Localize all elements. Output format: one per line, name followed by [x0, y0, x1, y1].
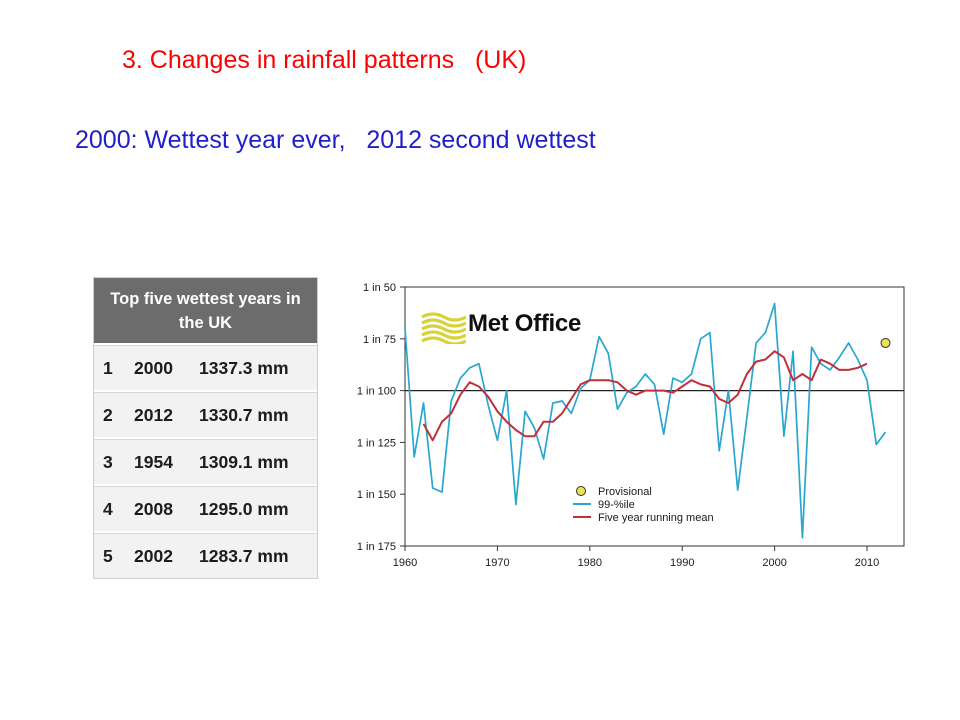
rainfall-chart: 1 in 50 1 in 75 1 in 100 1 in 125 1 in 150 1 … — [330, 270, 910, 590]
table-cell-value: 1295.0 mm — [199, 499, 289, 519]
table-row: 5 2002 1283.7 mm — [94, 533, 317, 578]
table-cell-rank: 2 — [103, 405, 113, 425]
table-row: 3 1954 1309.1 mm — [94, 439, 317, 484]
table-cell-value: 1330.7 mm — [199, 405, 289, 425]
table-cell-rank: 4 — [103, 499, 113, 519]
y-tick-label: 1 in 125 — [357, 437, 396, 449]
x-tick-label: 1960 — [393, 557, 417, 569]
logo-text: Met Office — [468, 310, 582, 337]
provisional-point — [880, 337, 891, 348]
y-tick-label: 1 in 75 — [363, 334, 396, 346]
x-tick-label: 1990 — [670, 557, 694, 569]
series-line-running-mean — [422, 350, 868, 442]
table-cell-rank: 5 — [103, 546, 113, 566]
x-tick-label: 1980 — [578, 557, 602, 569]
rainfall-chart-svg: 1 in 50 1 in 75 1 in 100 1 in 125 1 in 150 1 … — [357, 282, 905, 569]
y-tick-label: 1 in 150 — [357, 489, 396, 501]
table-cell-value: 1283.7 mm — [199, 546, 289, 566]
slide-subtitle: 2000: Wettest year ever, 2012 second wet… — [75, 126, 596, 154]
table-cell-year: 2008 — [134, 499, 173, 519]
met-office-logo: Met Office — [420, 310, 610, 344]
y-tick-label: 1 in 100 — [357, 386, 396, 398]
table-cell-year: 2000 — [134, 358, 173, 378]
table-cell-value: 1309.1 mm — [199, 452, 289, 472]
table-cell-rank: 3 — [103, 452, 113, 472]
x-tick-label: 1970 — [485, 557, 509, 569]
table-row: 1 2000 1337.3 mm — [94, 345, 317, 390]
legend-label: 99-%ile — [598, 499, 635, 511]
y-tick-label: 1 in 175 — [357, 541, 396, 553]
legend-label: Five year running mean — [598, 512, 714, 524]
slide-title: 3. Changes in rainfall patterns (UK) — [122, 46, 527, 74]
table-cell-year: 2002 — [134, 546, 173, 566]
y-tick-label: 1 in 50 — [363, 282, 396, 294]
plot-area — [404, 286, 905, 547]
met-office-waves-icon — [421, 312, 466, 344]
x-tick-label: 2010 — [855, 557, 879, 569]
table-cell-year: 1954 — [134, 452, 173, 472]
wettest-years-table: Top five wettest years in the UK 1 2000 … — [93, 277, 318, 579]
series-line-percentile — [404, 302, 887, 539]
legend-label: Provisional — [598, 486, 652, 498]
table-cell-year: 2012 — [134, 405, 173, 425]
x-tick-label: 2000 — [762, 557, 786, 569]
table-row: 4 2008 1295.0 mm — [94, 486, 317, 531]
table-header: Top five wettest years in the UK — [94, 278, 317, 343]
table-row: 2 2012 1330.7 mm — [94, 392, 317, 437]
table-cell-rank: 1 — [103, 358, 113, 378]
legend-marker-provisional — [576, 486, 586, 496]
table-cell-value: 1337.3 mm — [199, 358, 289, 378]
